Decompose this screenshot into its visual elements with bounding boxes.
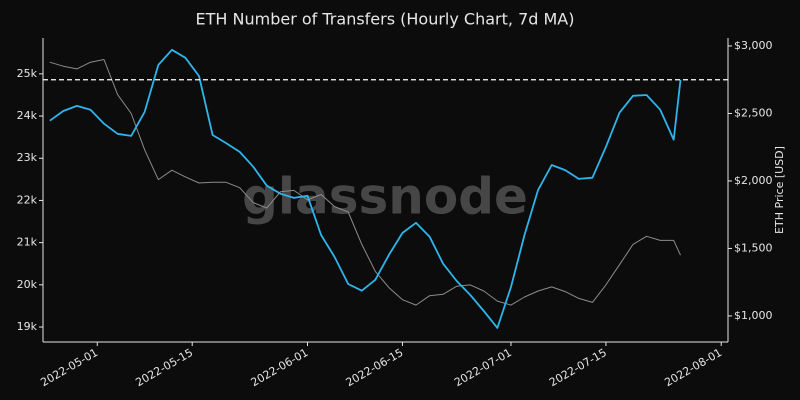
y-tick-label: 20k xyxy=(17,278,38,291)
y2-tick-label: $2,000 xyxy=(734,174,773,187)
y-tick-label: 21k xyxy=(17,236,38,249)
y-tick-label: 22k xyxy=(17,193,38,206)
y2-tick-label: $3,000 xyxy=(734,39,773,52)
y2-tick-label: $2,500 xyxy=(734,106,773,119)
chart-title: ETH Number of Transfers (Hourly Chart, 7… xyxy=(196,10,575,29)
series-line xyxy=(49,59,681,306)
y2-axis-label: ETH Price [USD] xyxy=(773,146,786,234)
y-tick-label: 19k xyxy=(17,320,38,333)
series-line xyxy=(49,48,682,329)
watermark: glassnode xyxy=(242,168,528,226)
y2-tick-label: $1,000 xyxy=(734,309,773,322)
y2-tick-label: $1,500 xyxy=(734,241,773,254)
y-tick-label: 24k xyxy=(17,109,38,122)
y-tick-label: 23k xyxy=(17,151,38,164)
y-tick-label: 25k xyxy=(17,67,38,80)
